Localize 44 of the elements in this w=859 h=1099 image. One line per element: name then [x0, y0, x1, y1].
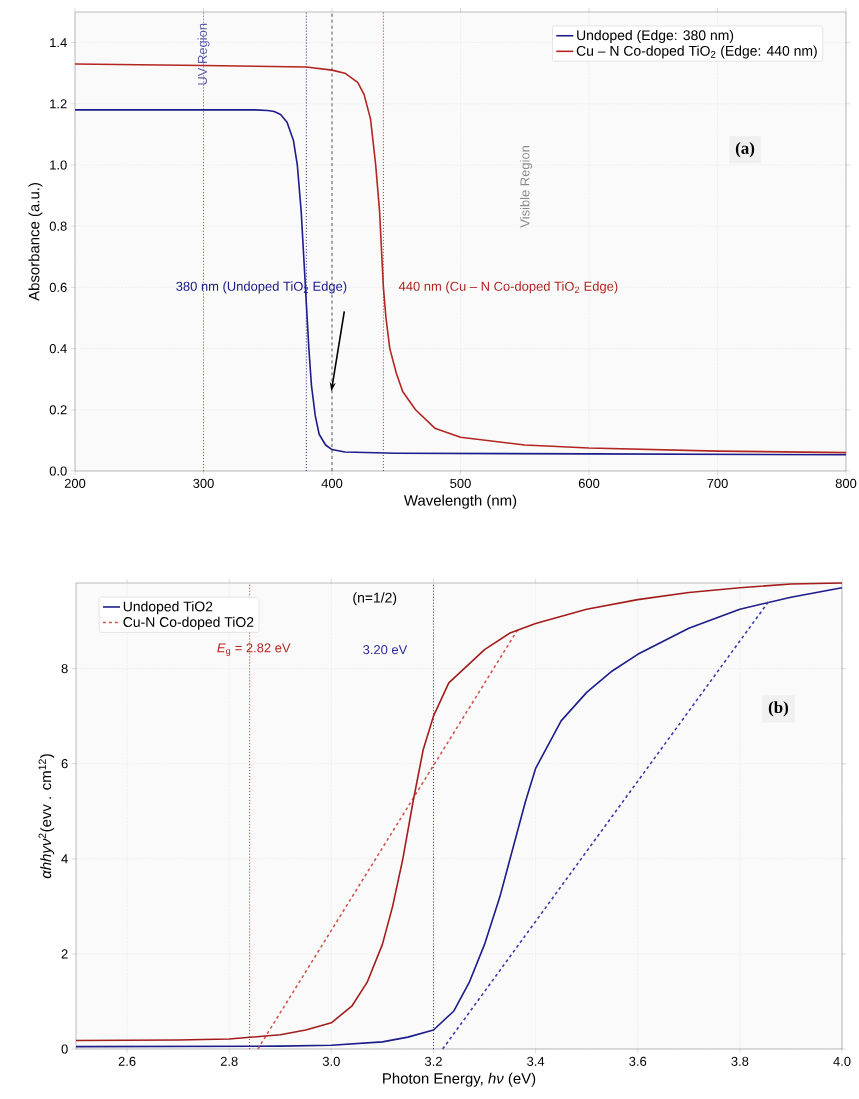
y-tick-label: 8 — [61, 664, 68, 674]
y-tick-label: 4 — [61, 854, 68, 864]
y-tick-label: 0 — [61, 1044, 68, 1054]
annotation: Visible Region — [520, 146, 533, 228]
y-tick-label: 0.8 — [49, 221, 67, 231]
x-tick-label: 800 — [835, 478, 857, 488]
x-axis-title: Photon Energy, hν (eV) — [383, 1072, 536, 1087]
x-tick-label: 3.8 — [731, 1056, 749, 1066]
x-tick-label: 2.6 — [118, 1056, 136, 1066]
legend-label: Undoped (Edge: 380 nm) — [577, 29, 734, 43]
x-tick-label: 300 — [193, 478, 214, 488]
y-tick-label: 6 — [61, 759, 68, 769]
x-tick-label: 2.8 — [220, 1056, 238, 1066]
x-tick-label: 3.6 — [629, 1056, 647, 1066]
ref-line-label: 440 nm (Cu – N Co-doped TiO$_{2}$ Edge) — [398, 281, 618, 294]
x-tick-label: 4.0 — [833, 1056, 851, 1066]
legend-label: Cu-N Co-doped TiO2 — [123, 616, 254, 630]
y-tick-label: 1.0 — [50, 160, 67, 170]
x-axis-title: Wavelength (nm) — [403, 494, 517, 509]
annotation: (b) — [768, 701, 789, 717]
annotation: (n=1/2) — [353, 592, 397, 606]
ref-line-label: UV Region — [197, 23, 210, 85]
x-tick-label: 3.0 — [322, 1056, 340, 1066]
y-axis-title: αhhyν$^{2}$(evv . cm$^{12}$) — [38, 754, 55, 879]
y-tick-label: 0.0 — [49, 466, 67, 476]
y-axis-title: Absorbance (a.u.) — [28, 183, 43, 301]
y-tick-label: 2 — [61, 949, 68, 959]
x-tick-label: 3.4 — [527, 1056, 545, 1066]
y-tick-label: 1.2 — [50, 99, 67, 109]
x-tick-label: 700 — [707, 478, 728, 488]
legend-label: Undoped TiO2 — [123, 601, 213, 615]
y-tick-label: 0.2 — [49, 405, 67, 415]
x-tick-label: 200 — [64, 478, 86, 488]
x-tick-label: 400 — [321, 478, 343, 488]
y-tick-label: 1.4 — [50, 38, 67, 48]
x-tick-label: 3.2 — [424, 1056, 442, 1066]
annotation: E$_{g}$ = 2.82 eV — [217, 643, 291, 656]
annotation: (a) — [735, 142, 755, 158]
x-tick-label: 500 — [450, 478, 471, 488]
y-tick-label: 0.6 — [49, 282, 67, 292]
y-tick-label: 0.4 — [49, 344, 67, 354]
x-tick-label: 600 — [578, 478, 600, 488]
legend-label: Cu – N Co-doped TiO$_{2}$ (Edge: 440 nm) — [576, 45, 817, 59]
ref-line-label: 3.20 eV — [363, 645, 408, 655]
